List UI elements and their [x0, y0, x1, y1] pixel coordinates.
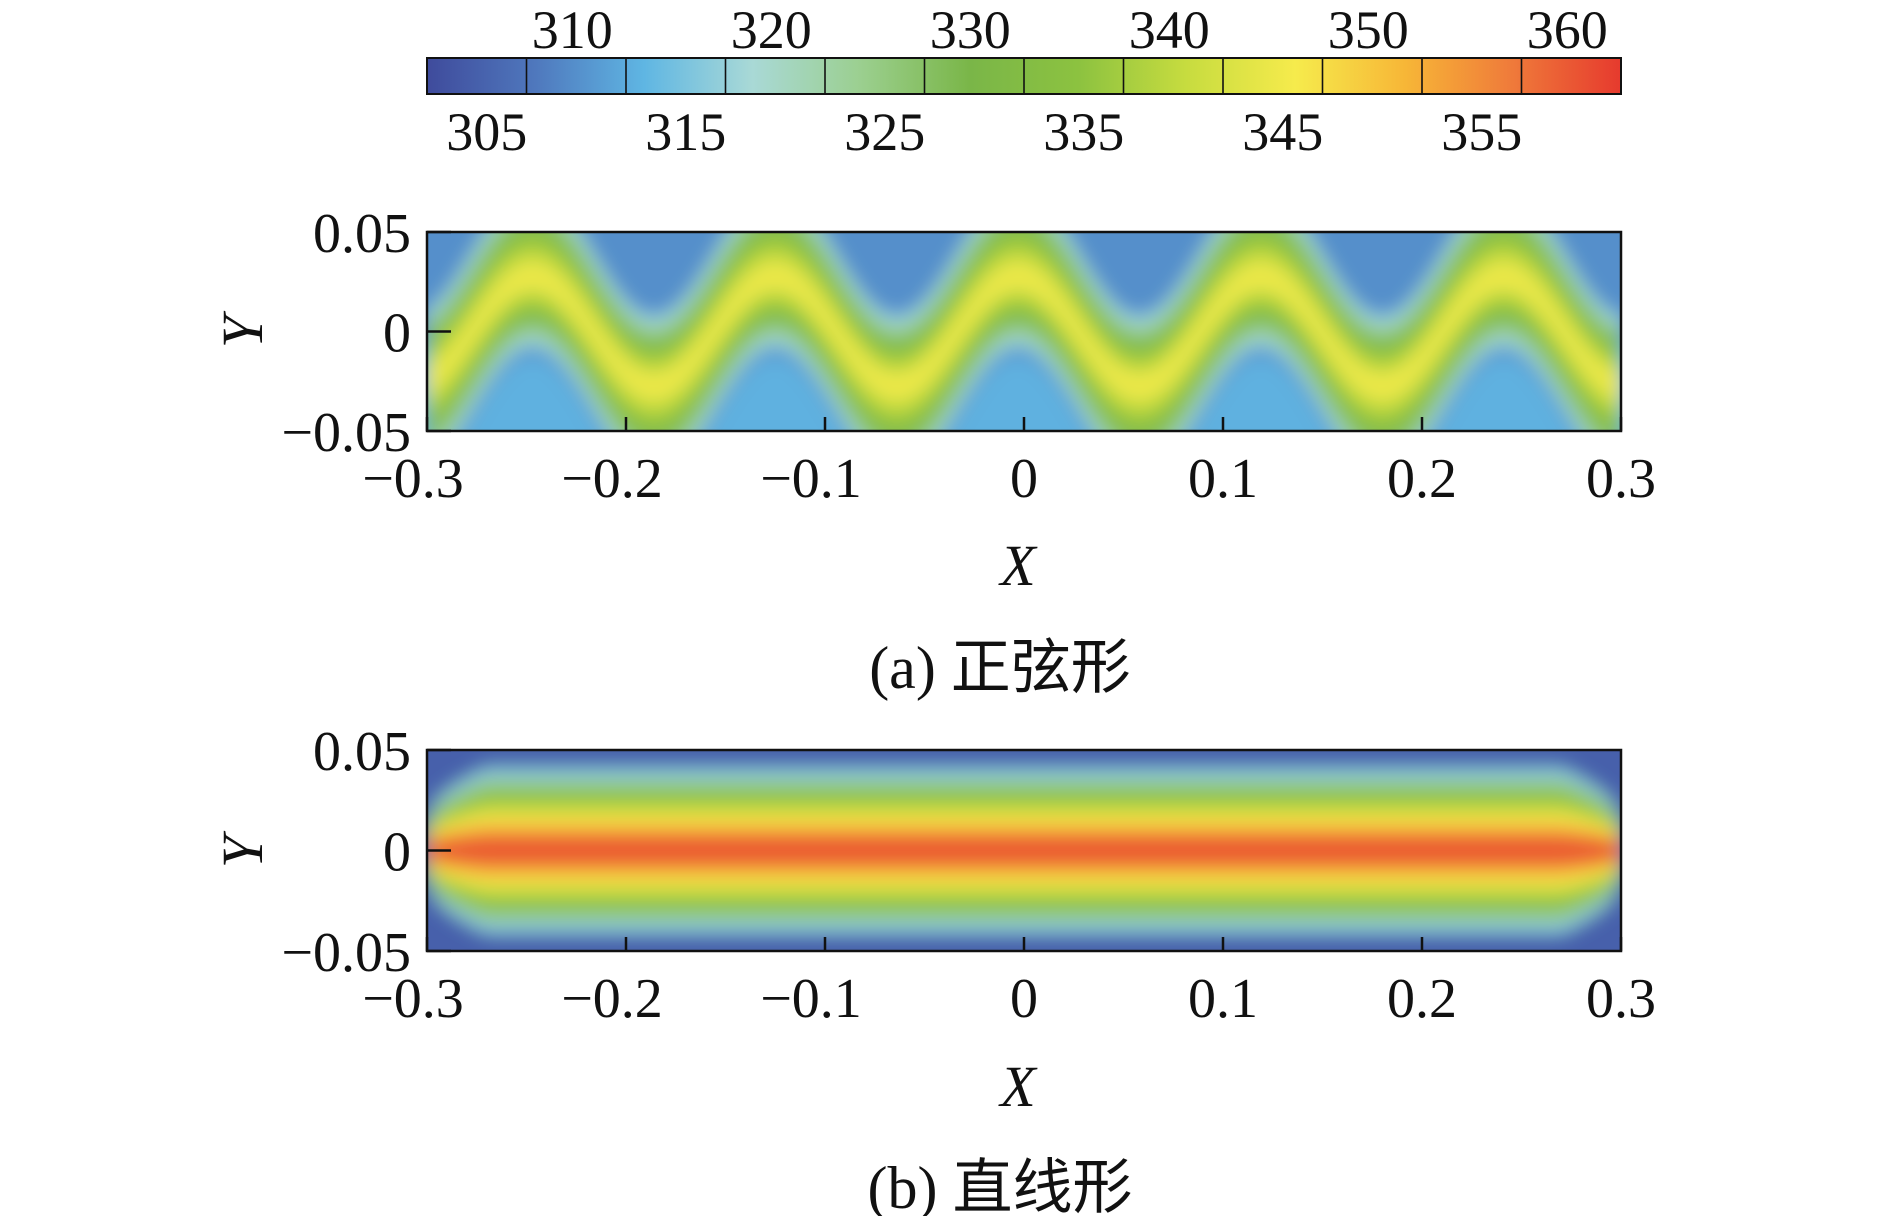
x-tick-label: 0.1 — [1188, 968, 1258, 1030]
x-tick-label: −0.2 — [561, 968, 663, 1030]
colorbar-bottom-label: 315 — [645, 102, 726, 162]
colorbar-bottom-labels: 305 315 325 335 345 355 — [446, 102, 1522, 162]
x-tick-label: −0.3 — [362, 968, 464, 1030]
y-tick-label: 0.05 — [313, 203, 411, 265]
colorbar-top-label: 310 — [532, 0, 613, 60]
colorbar-bottom-label: 345 — [1242, 102, 1323, 162]
colorbar-top-label: 330 — [930, 0, 1011, 60]
panel-b-heatmap — [427, 750, 1621, 951]
x-tick-label: 0.2 — [1387, 968, 1457, 1030]
y-tick-label: 0.05 — [313, 721, 411, 783]
colorbar-bottom-label: 355 — [1441, 102, 1522, 162]
panel-b: −0.3 −0.2 −0.1 0 0.1 0.2 0.3 0.05 0 −0.05 X Y (b)… — [210, 721, 1656, 1216]
colorbar-bottom-label: 335 — [1043, 102, 1124, 162]
panel-a: −0.3 −0.2 −0.1 0 0.1 0.2 0.3 0.05 0 −0.05 X Y (a)… — [210, 203, 1656, 701]
colorbar-dividers — [525, 58, 1523, 94]
temperature-band — [427, 237, 1621, 426]
temperature-band — [427, 262, 1621, 401]
x-tick-label: −0.1 — [760, 968, 862, 1030]
x-tick-label: 0.1 — [1188, 448, 1258, 510]
y-tick-label: 0 — [383, 303, 411, 365]
colorbar-top-label: 360 — [1527, 0, 1608, 60]
x-tick-label: −0.2 — [561, 448, 663, 510]
panel-a-xlabel: X — [998, 533, 1038, 598]
x-tick-label: −0.1 — [760, 448, 862, 510]
colorbar-frame — [426, 57, 1622, 95]
panel-b-ticks: −0.3 −0.2 −0.1 0 0.1 0.2 0.3 0.05 0 −0.05 — [281, 721, 1656, 1030]
panel-a-ylabel: Y — [210, 310, 275, 348]
y-tick-label: −0.05 — [281, 922, 411, 984]
colorbar-bottom-label: 325 — [844, 102, 925, 162]
x-tick-label: 0.2 — [1387, 448, 1457, 510]
panel-a-ticks: −0.3 −0.2 −0.1 0 0.1 0.2 0.3 0.05 0 −0.05 — [281, 203, 1656, 510]
y-tick-label: −0.05 — [281, 402, 411, 464]
panel-b-ylabel: Y — [210, 830, 275, 868]
x-tick-label: 0.3 — [1586, 968, 1656, 1030]
temperature-band — [427, 837, 1621, 864]
panel-b-caption: (b) 直线形 — [868, 1155, 1133, 1216]
y-tick-label: 0 — [383, 822, 411, 884]
colorbar-top-label: 340 — [1129, 0, 1210, 60]
colorbar-top-labels: 310 320 330 340 350 360 — [532, 0, 1608, 60]
x-tick-label: 0.3 — [1586, 448, 1656, 510]
x-tick-label: 0 — [1010, 968, 1038, 1030]
colorbar-top-label: 350 — [1328, 0, 1409, 60]
panel-a-heatmap — [427, 232, 1621, 431]
colorbar-bottom-label: 305 — [446, 102, 527, 162]
colorbar: 310 320 330 340 350 360 305 315 325 335 345 355 — [426, 0, 1622, 162]
x-tick-label: 0 — [1010, 448, 1038, 510]
panel-b-xlabel: X — [998, 1054, 1038, 1119]
panel-a-caption: (a) 正弦形 — [869, 635, 1131, 701]
x-tick-label: −0.3 — [362, 448, 464, 510]
colorbar-top-label: 320 — [731, 0, 812, 60]
